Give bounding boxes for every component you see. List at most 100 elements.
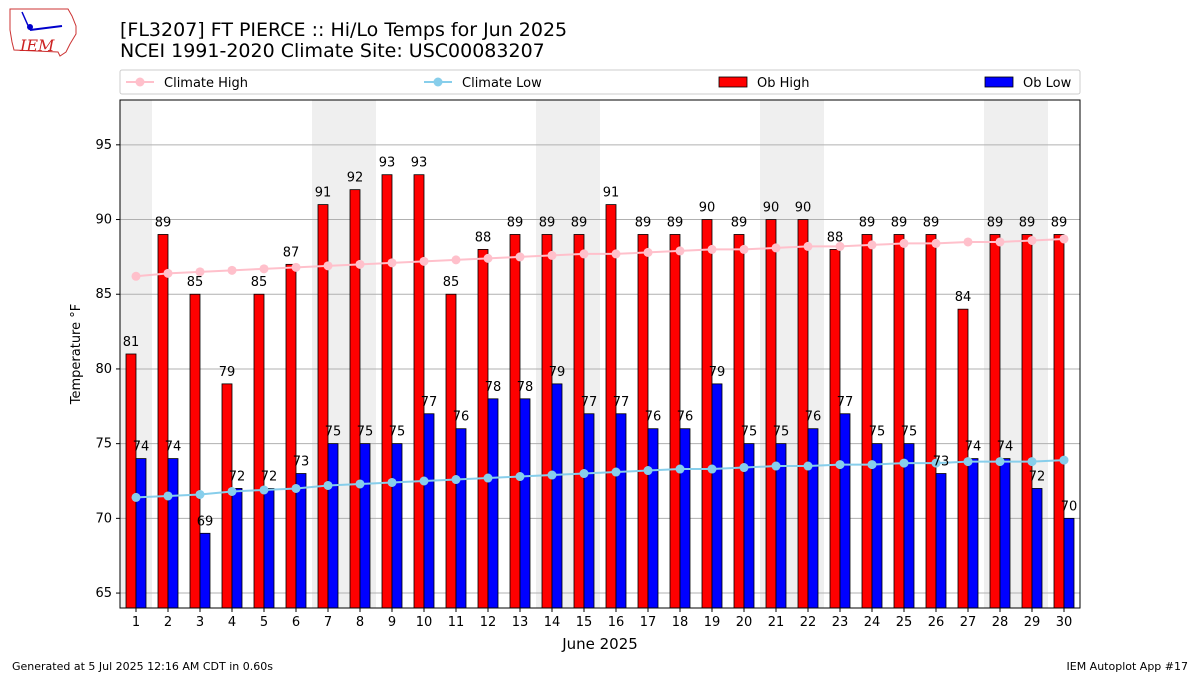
ob-low-label-30: 70 [1061,499,1078,514]
ob-high-bar-12 [477,249,489,609]
climate-low-point-2 [163,491,173,501]
ob-high-label-10: 93 [411,156,428,171]
x-tick-label-18: 18 [672,615,689,630]
climate-high-point-22 [803,241,813,251]
ob-high-bar-2 [157,234,169,609]
climate-low-point-6 [291,483,301,493]
ob-high-bar-6 [285,263,297,609]
legend-ob-low-label: Ob Low [1023,76,1072,91]
climate-high-point-1 [131,271,141,281]
ob-high-bar-8 [349,189,361,609]
climate-low-point-4 [227,486,237,496]
ob-high-label-12: 88 [475,230,492,245]
x-tick-label-16: 16 [608,615,625,630]
ob-low-label-17: 76 [645,410,662,425]
ob-high-label-25: 89 [891,215,908,230]
climate-low-point-27 [963,457,973,467]
legend-climate-high-marker [135,77,145,87]
climate-low-point-5 [259,485,269,495]
ob-high-bar-14 [541,234,553,609]
ob-low-label-28: 74 [997,440,1014,455]
ob-high-label-16: 91 [603,186,620,201]
y-tick-label-85: 85 [95,287,112,302]
ob-low-label-21: 75 [773,425,790,440]
ob-high-label-20: 89 [731,215,748,230]
legend-ob-low-swatch [984,76,1014,88]
climate-low-point-11 [451,475,461,485]
ob-high-bar-30 [1053,234,1065,609]
x-tick-label-11: 11 [448,615,465,630]
footer-generated: Generated at 5 Jul 2025 12:16 AM CDT in … [12,660,273,673]
climate-low-point-8 [355,479,365,489]
ob-low-label-9: 75 [389,425,406,440]
climate-low-point-19 [707,464,717,474]
ob-low-label-8: 75 [357,425,374,440]
ob-low-label-19: 79 [709,365,726,380]
climate-low-point-3 [195,489,205,499]
x-tick-label-30: 30 [1056,615,1073,630]
chart-title: [FL3207] FT PIERCE :: Hi/Lo Temps for Ju… [120,19,567,41]
ob-high-label-1: 81 [123,335,140,350]
ob-high-label-27: 84 [955,290,972,305]
climate-low-point-28 [995,457,1005,467]
ob-high-bar-26 [925,234,937,609]
ob-high-label-3: 85 [187,275,204,290]
climate-high-point-23 [835,241,845,251]
ob-high-label-17: 89 [635,215,652,230]
ob-high-label-4: 79 [219,365,236,380]
x-tick-label-13: 13 [512,615,529,630]
x-tick-label-14: 14 [544,615,561,630]
x-tick-label-15: 15 [576,615,593,630]
ob-high-label-22: 90 [795,201,812,216]
ob-low-label-3: 69 [197,514,214,529]
climate-high-point-15 [579,249,589,259]
ob-low-label-29: 72 [1029,469,1046,484]
ob-high-bar-5 [253,293,265,609]
ob-low-label-5: 72 [261,469,278,484]
ob-low-bar-8 [359,443,371,609]
x-tick-label-8: 8 [356,615,364,630]
climate-low-point-10 [419,476,429,486]
legend: Climate High Climate Low Ob High Ob Low [119,69,1081,95]
legend-ob-high-swatch [718,76,748,88]
climate-high-point-30 [1059,234,1069,244]
ob-low-bar-10 [423,413,435,609]
climate-high-point-3 [195,267,205,277]
ob-low-bar-22 [807,428,819,609]
ob-low-label-24: 75 [869,425,886,440]
ob-low-label-11: 76 [453,410,470,425]
y-axis-label: Temperature °F [69,304,84,405]
x-axis-label: June 2025 [561,635,638,653]
ob-low-bar-9 [391,443,403,609]
ob-high-bar-13 [509,234,521,609]
climate-low-point-25 [899,458,909,468]
climate-high-point-27 [963,237,973,247]
legend-box [119,69,1081,95]
climate-low-point-1 [131,492,141,502]
climate-high-point-20 [739,244,749,254]
climate-high-point-14 [547,250,557,260]
ob-low-label-26: 73 [933,455,950,470]
ob-low-bar-29 [1031,488,1043,609]
legend-climate-high-label: Climate High [164,76,248,91]
climate-high-point-6 [291,262,301,272]
ob-high-label-28: 89 [987,215,1004,230]
ob-low-bar-16 [615,413,627,609]
chart-subtitle: NCEI 1991-2020 Climate Site: USC00083207 [120,40,545,62]
ob-low-label-27: 74 [965,440,982,455]
y-tick-label-65: 65 [95,586,112,601]
ob-high-label-19: 90 [699,201,716,216]
climate-low-point-23 [835,460,845,470]
ob-high-bar-29 [1021,234,1033,609]
x-tick-label-1: 1 [132,615,140,630]
ob-low-bar-23 [839,413,851,609]
ob-high-label-9: 93 [379,156,396,171]
climate-low-point-18 [675,464,685,474]
ob-high-label-5: 85 [251,275,268,290]
ob-low-bar-6 [295,473,307,609]
ob-high-bar-20 [733,234,745,609]
ob-low-bar-1 [135,458,147,609]
x-tick-label-26: 26 [928,615,945,630]
